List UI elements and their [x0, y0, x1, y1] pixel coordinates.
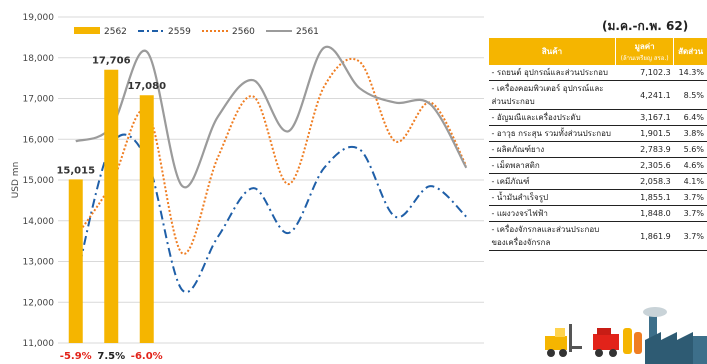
factory-truck-icon: [593, 328, 619, 357]
cell-name: - แผงวงจรไฟฟ้า: [488, 205, 616, 222]
series-line-2559: [74, 133, 467, 294]
table-row: - ผลิตภัณฑ์ยาง 2,783.9 5.6%: [488, 141, 707, 158]
cell-name: - รถยนต์ อุปกรณ์และส่วนประกอบ: [488, 65, 616, 81]
cell-share: 3.8%: [673, 125, 707, 142]
table-row: - เม็ดพลาสติก 2,305.6 4.6%: [488, 157, 707, 174]
cell-value: 2,783.9: [615, 141, 674, 158]
table-row: - แผงวงจรไฟฟ้า 1,848.0 3.7%: [488, 205, 707, 222]
cell-value: 1,848.0: [615, 205, 674, 222]
bar-2562: [104, 69, 119, 343]
cell-share: 8.5%: [673, 80, 707, 110]
cell-name: - เครื่องจักรกลและส่วนประกอบของเครื่องจั…: [488, 221, 616, 251]
bar-2562: [139, 95, 154, 344]
bar-value-label: 15,015: [56, 165, 95, 176]
cell-value: 1,901.5: [615, 125, 674, 142]
header-share: สัดส่วน: [673, 38, 707, 65]
header-value: มูลค่า (ล้านเหรียญ สรอ.): [614, 38, 674, 65]
table-row: - เครื่องคอมพิวเตอร์ อุปกรณ์และส่วนประกอ…: [488, 80, 707, 110]
cell-share: 3.7%: [673, 221, 707, 251]
growth-label: 7.5%: [97, 351, 125, 362]
bars-2562: 15,015 -5.9% 17,706 7.5% 17,080 -6.0%: [56, 56, 166, 362]
bar-value-label: 17,080: [127, 81, 166, 92]
table-row: - อัญมณีและเครื่องประดับ 3,167.1 6.4%: [488, 109, 707, 126]
cell-share: 4.1%: [673, 173, 707, 190]
header-value-label: มูลค่า: [634, 42, 655, 51]
cell-value: 4,241.1: [615, 80, 674, 110]
cell-value: 1,861.9: [615, 221, 674, 251]
industry-icons: [545, 307, 707, 364]
series-line-2561: [75, 45, 468, 189]
cell-name: - เครื่องคอมพิวเตอร์ อุปกรณ์และส่วนประกอ…: [488, 80, 616, 110]
y-tick-label: 12,000: [23, 298, 55, 308]
table-row: - เคมีภัณฑ์ 2,058.3 4.1%: [488, 173, 707, 190]
legend-label-2559: 2559: [168, 27, 191, 37]
cell-name: - อาวุธ กระสุน รวมทั้งส่วนประกอบ: [488, 125, 616, 142]
gas-cylinder-icon: [623, 328, 642, 354]
export-products-table: สินค้า มูลค่า (ล้านเหรียญ สรอ.) สัดส่วน -…: [488, 38, 707, 251]
bar-value-label: 17,706: [92, 56, 131, 67]
cell-name: - เม็ดพลาสติก: [488, 157, 616, 174]
period-label: (ม.ค.-ก.พ. 62): [602, 19, 689, 33]
header-value-unit: (ล้านเหรียญ สรอ.): [620, 55, 669, 62]
cell-value: 7,102.3: [615, 65, 674, 81]
cell-name: - น้ำมันสำเร็จรูป: [488, 189, 616, 206]
y-tick-label: 11,000: [23, 339, 55, 349]
y-tick-label: 16,000: [23, 135, 55, 145]
y-axis-label: USD mn: [11, 162, 21, 199]
bar-2562: [68, 179, 83, 343]
header-product: สินค้า: [488, 38, 616, 65]
cell-share: 3.7%: [673, 205, 707, 222]
y-tick-label: 14,000: [23, 217, 55, 227]
legend-label-2562: 2562: [104, 27, 127, 37]
legend: 2562 2559 2560 2561: [74, 27, 319, 37]
table-row: - รถยนต์ อุปกรณ์และส่วนประกอบ 7,102.3 14.3…: [488, 65, 707, 81]
table-row: - อาวุธ กระสุน รวมทั้งส่วนประกอบ 1,901.5 3…: [488, 125, 707, 142]
y-tick-label: 13,000: [23, 258, 55, 268]
y-axis-ticks: 11,000 12,000 13,000 14,000 15,000 16,000 17,0…: [23, 13, 55, 349]
factory-icon: [643, 307, 707, 364]
growth-label: -5.9%: [60, 351, 92, 362]
grid-lines: [58, 16, 484, 344]
cell-share: 14.3%: [673, 65, 707, 81]
legend-label-2560: 2560: [232, 27, 255, 37]
y-tick-label: 18,000: [23, 54, 55, 64]
legend-swatch-2562: [74, 27, 100, 34]
cell-value: 2,058.3: [615, 173, 674, 190]
cell-name: - อัญมณีและเครื่องประดับ: [488, 109, 616, 126]
legend-label-2561: 2561: [296, 27, 319, 37]
y-tick-label: 17,000: [23, 95, 55, 105]
table-row: - น้ำมันสำเร็จรูป 1,855.1 3.7%: [488, 189, 707, 206]
growth-label: -6.0%: [131, 351, 163, 362]
forklift-icon: [545, 324, 582, 357]
y-tick-label: 19,000: [23, 13, 55, 23]
cell-share: 6.4%: [673, 109, 707, 126]
cell-share: 4.6%: [673, 157, 707, 174]
cell-value: 3,167.1: [615, 109, 674, 126]
cell-share: 5.6%: [673, 141, 707, 158]
table-row: - เครื่องจักรกลและส่วนประกอบของเครื่องจั…: [488, 221, 707, 251]
cell-name: - เคมีภัณฑ์: [488, 173, 616, 190]
cell-name: - ผลิตภัณฑ์ยาง: [488, 141, 616, 158]
y-tick-label: 15,000: [23, 176, 55, 186]
cell-value: 1,855.1: [615, 189, 674, 206]
cell-share: 3.7%: [673, 189, 707, 206]
cell-value: 2,305.6: [615, 157, 674, 174]
